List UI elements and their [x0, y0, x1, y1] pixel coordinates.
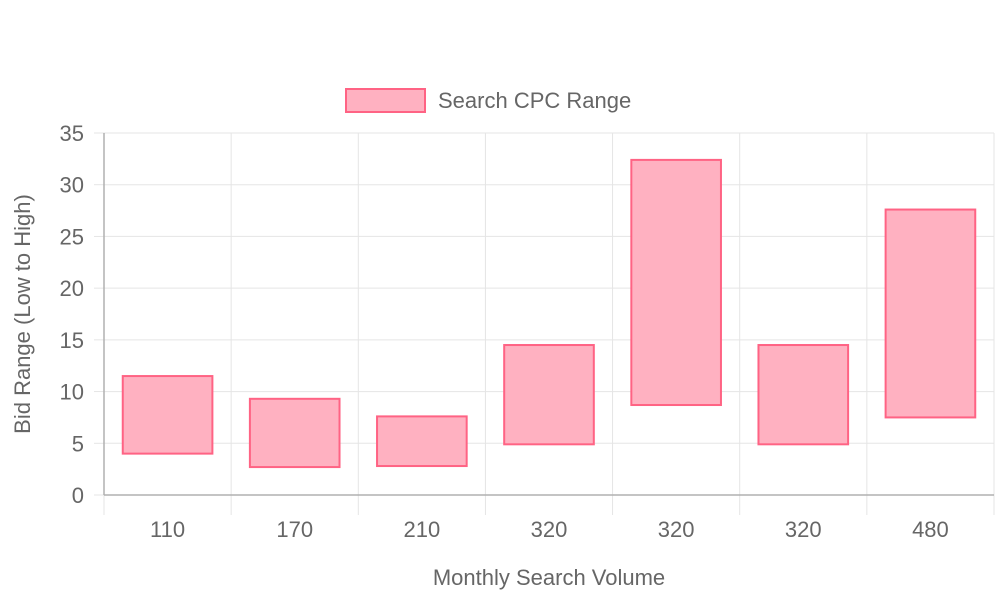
- range-bar: [248, 397, 341, 469]
- x-tick-label: 320: [785, 517, 822, 542]
- y-axis: 0 5 10 15 20 25 30 35: [60, 121, 105, 508]
- legend[interactable]: Search CPC Range: [345, 88, 631, 113]
- legend-swatch: [345, 88, 426, 113]
- range-bar: [503, 344, 595, 446]
- y-tick-label: 10: [60, 380, 84, 405]
- grid: [104, 132, 995, 495]
- bars: [121, 158, 977, 469]
- y-tick-label: 25: [60, 224, 84, 249]
- y-axis-title: Bid Range (Low to High): [10, 194, 35, 434]
- x-tick-label: 480: [912, 517, 949, 542]
- y-tick-label: 5: [72, 431, 84, 456]
- range-bar: [630, 158, 722, 407]
- x-tick-label: 170: [276, 517, 313, 542]
- range-bar: [376, 415, 468, 468]
- range-bar: [757, 344, 850, 446]
- x-tick-label: 320: [658, 517, 695, 542]
- x-axis-title: Monthly Search Volume: [433, 565, 665, 590]
- x-axis: 110 170 210 320 320 320 480: [103, 494, 995, 542]
- y-tick-label: 35: [60, 121, 84, 146]
- legend-label: Search CPC Range: [438, 88, 631, 113]
- y-tick-label: 0: [72, 483, 84, 508]
- y-tick-label: 15: [60, 328, 84, 353]
- y-tick-label: 20: [60, 276, 84, 301]
- y-tick-label: 30: [60, 173, 84, 198]
- x-tick-label: 110: [150, 517, 185, 542]
- range-bar: [121, 375, 214, 455]
- x-tick-label: 320: [531, 517, 568, 542]
- range-bar: [884, 208, 977, 419]
- x-tick-label: 210: [403, 517, 440, 542]
